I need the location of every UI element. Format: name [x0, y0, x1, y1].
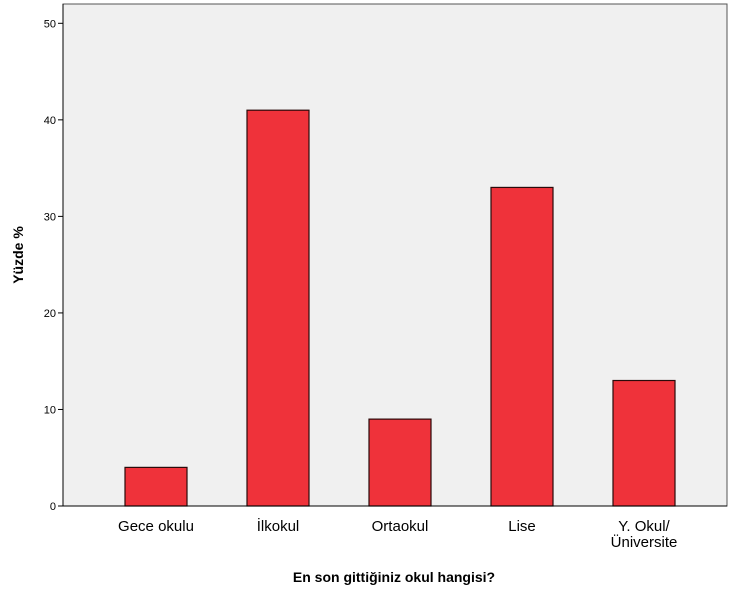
bar-4 [612, 379, 676, 507]
x-tick-label-3: Lise [508, 518, 536, 535]
y-axis-ticks: 0 10 20 30 40 50 [44, 18, 63, 513]
bars [124, 109, 676, 507]
y-axis-title: Yüzde % [10, 226, 26, 284]
x-tick-label-4: Y. Okul/Üniversite [611, 518, 678, 551]
bar-2 [368, 418, 432, 507]
x-tick-label-2: Ortaokul [372, 518, 429, 535]
y-tick-label-2: 20 [44, 308, 56, 320]
bar-3 [490, 186, 554, 507]
y-tick-label-4: 40 [44, 115, 56, 127]
bar-0 [124, 466, 188, 507]
bar-1 [246, 109, 310, 507]
y-tick-label-3: 30 [44, 211, 56, 223]
x-tick-label-1: İlkokul [257, 517, 300, 535]
y-tick-label-1: 10 [44, 404, 56, 416]
x-axis-title: En son gittiğiniz okul hangisi? [293, 569, 495, 585]
y-tick-label-0: 0 [50, 501, 56, 513]
x-axis-tick-labels: Gece okulu İlkokul Ortaokul Lise Y. Okul/Üni… [118, 517, 677, 551]
x-tick-label-0: Gece okulu [118, 518, 194, 535]
y-tick-label-5: 50 [44, 18, 56, 30]
